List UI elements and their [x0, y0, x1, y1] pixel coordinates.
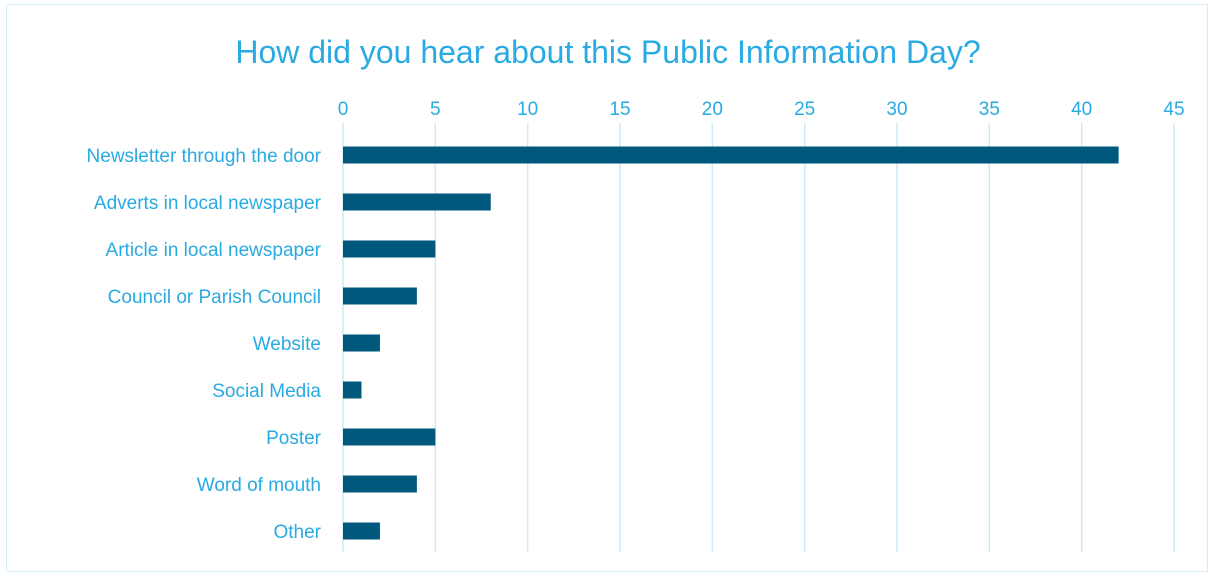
bar	[343, 240, 436, 258]
category-label: Other	[273, 522, 321, 543]
category-label: Council or Parish Council	[108, 287, 321, 308]
gridlines	[342, 123, 1175, 552]
bar	[343, 522, 380, 540]
category-label: Word of mouth	[197, 475, 321, 496]
bar	[343, 381, 362, 399]
bar	[343, 334, 380, 352]
x-tick-label: 0	[338, 99, 349, 120]
x-tick-label: 45	[1163, 99, 1184, 120]
category-label: Social Media	[212, 381, 321, 402]
category-label: Newsletter through the door	[87, 146, 322, 167]
bar-chart: How did you hear about this Public Infor…	[87, 34, 1185, 552]
category-label: Website	[253, 334, 321, 355]
x-tick-label: 10	[517, 99, 538, 120]
chart-frame: How did you hear about this Public Infor…	[6, 4, 1208, 572]
x-tick-label: 40	[1071, 99, 1092, 120]
category-label: Adverts in local newspaper	[94, 193, 322, 214]
x-tick-label: 20	[702, 99, 723, 120]
category-label: Article in local newspaper	[106, 240, 322, 261]
bar	[343, 428, 436, 446]
category-label: Poster	[266, 428, 322, 449]
x-tick-label: 30	[886, 99, 907, 120]
category-labels: Newsletter through the door Adverts in lo…	[87, 146, 322, 543]
bar	[343, 475, 417, 493]
x-tick-label: 25	[794, 99, 815, 120]
chart-title: How did you hear about this Public Infor…	[235, 34, 980, 70]
x-tick-label: 15	[609, 99, 630, 120]
x-tick-label: 35	[979, 99, 1000, 120]
bar	[343, 146, 1119, 164]
bar	[343, 193, 491, 211]
bars	[343, 146, 1119, 540]
x-axis-ticks: 0 5 10 15 20 25 30 35 40 45	[338, 99, 1185, 120]
bar	[343, 287, 417, 305]
x-tick-label: 5	[430, 99, 441, 120]
